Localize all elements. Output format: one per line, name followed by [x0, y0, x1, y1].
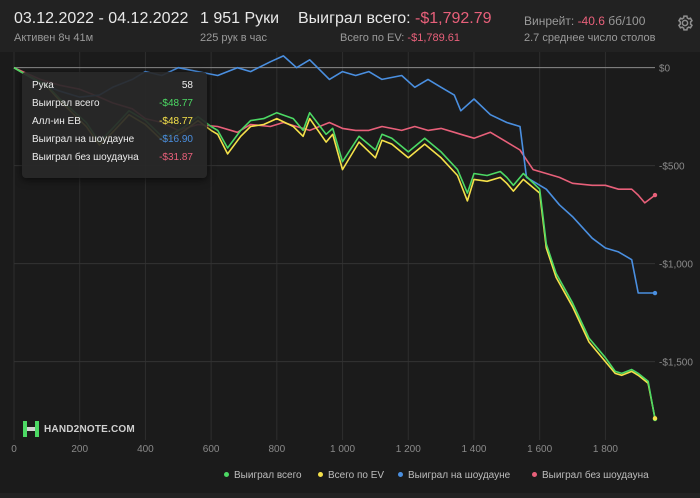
tooltip-row-value: -$48.77	[159, 98, 193, 109]
ev-value: -$1,789.61	[407, 32, 461, 44]
x-tick-label: 1 000	[330, 444, 355, 455]
legend-label: Выиграл на шоудауне	[408, 470, 511, 481]
date-range[interactable]: 03.12.2022 - 04.12.2022	[14, 10, 189, 27]
y-tick-label: -$500	[659, 162, 685, 173]
tooltip-hand-label: Рука	[32, 80, 54, 91]
logo-text: HAND2NOTE.COM	[44, 424, 135, 435]
legend-item[interactable]: Всего по EV	[318, 470, 384, 481]
y-tick-label: $0	[659, 64, 671, 75]
legend-item[interactable]: Выиграл всего	[224, 470, 302, 481]
y-tick-label: -$1,000	[659, 260, 693, 271]
settings-gear-icon[interactable]	[676, 14, 694, 32]
tooltip-row-value: -$16.90	[159, 134, 193, 145]
x-tick-label: 1 200	[396, 444, 421, 455]
legend-dot-icon	[224, 471, 229, 477]
series-endpoint	[652, 192, 658, 198]
tooltip-row-value: -$48.77	[159, 116, 193, 127]
x-tick-label: 800	[268, 444, 285, 455]
x-tick-label: 400	[137, 444, 154, 455]
tooltip-row-label: Алл-ин EB	[32, 116, 81, 127]
winrate-label: Винрейт:	[524, 14, 575, 28]
winrate-unit: бб/100	[608, 14, 646, 28]
x-tick-label: 600	[203, 444, 220, 455]
tooltip-row-label: Выиграл на шоудауне	[32, 134, 135, 145]
hand-tooltip: Рука 58 Выиграл всего -$48.77 Алл-ин EB …	[22, 72, 207, 178]
legend-label: Выиграл всего	[234, 470, 302, 481]
tooltip-hand-value: 58	[181, 80, 193, 91]
active-time: Активен 8ч 41м	[14, 32, 94, 44]
hands-per-hour: 225 рук в час	[200, 32, 268, 44]
x-tick-label: 0	[11, 444, 17, 455]
y-tick-label: -$1,500	[659, 358, 693, 369]
series-endpoint	[652, 290, 658, 296]
x-tick-label: 1 400	[461, 444, 486, 455]
hand2note-logo: HAND2NOTE.COM	[22, 420, 142, 440]
hands-count: 1 951 Руки	[200, 10, 280, 27]
series-endpoint	[652, 416, 658, 421]
hand2note-logo-icon	[23, 421, 39, 437]
legend-dot-icon	[398, 471, 403, 477]
legend-dot-icon	[532, 471, 537, 477]
winrate: Винрейт: -40.6 бб/100	[524, 14, 645, 28]
x-tick-label: 1 800	[593, 444, 618, 455]
avg-tables: 2.7 среднее число столов	[524, 32, 656, 44]
legend-dot-icon	[318, 471, 323, 477]
won-total: Выиграл всего: -$1,792.79	[298, 10, 492, 28]
tooltip-row-label: Выиграл всего	[32, 98, 100, 109]
header: 03.12.2022 - 04.12.2022 Активен 8ч 41м 1…	[0, 0, 700, 52]
chart-legend: Выиграл всего Всего по EV Выиграл на шоу…	[0, 468, 700, 486]
legend-label: Всего по EV	[328, 470, 385, 481]
legend-item[interactable]: Выиграл без шоудауна	[532, 470, 649, 481]
legend-item[interactable]: Выиграл на шоудауне	[398, 470, 510, 481]
tooltip-row-label: Выиграл без шоудауна	[32, 152, 139, 163]
won-total-value: -$1,792.79	[415, 10, 492, 27]
x-tick-label: 200	[71, 444, 88, 455]
won-total-label: Выиграл всего:	[298, 10, 411, 27]
ev-total: Всего по EV: -$1,789.61	[340, 32, 460, 44]
legend-label: Выиграл без шоудауна	[542, 470, 649, 481]
x-tick-label: 1 600	[527, 444, 552, 455]
winrate-value: -40.6	[577, 14, 605, 28]
ev-label: Всего по EV:	[340, 32, 405, 44]
tooltip-row-value: -$31.87	[159, 152, 193, 163]
